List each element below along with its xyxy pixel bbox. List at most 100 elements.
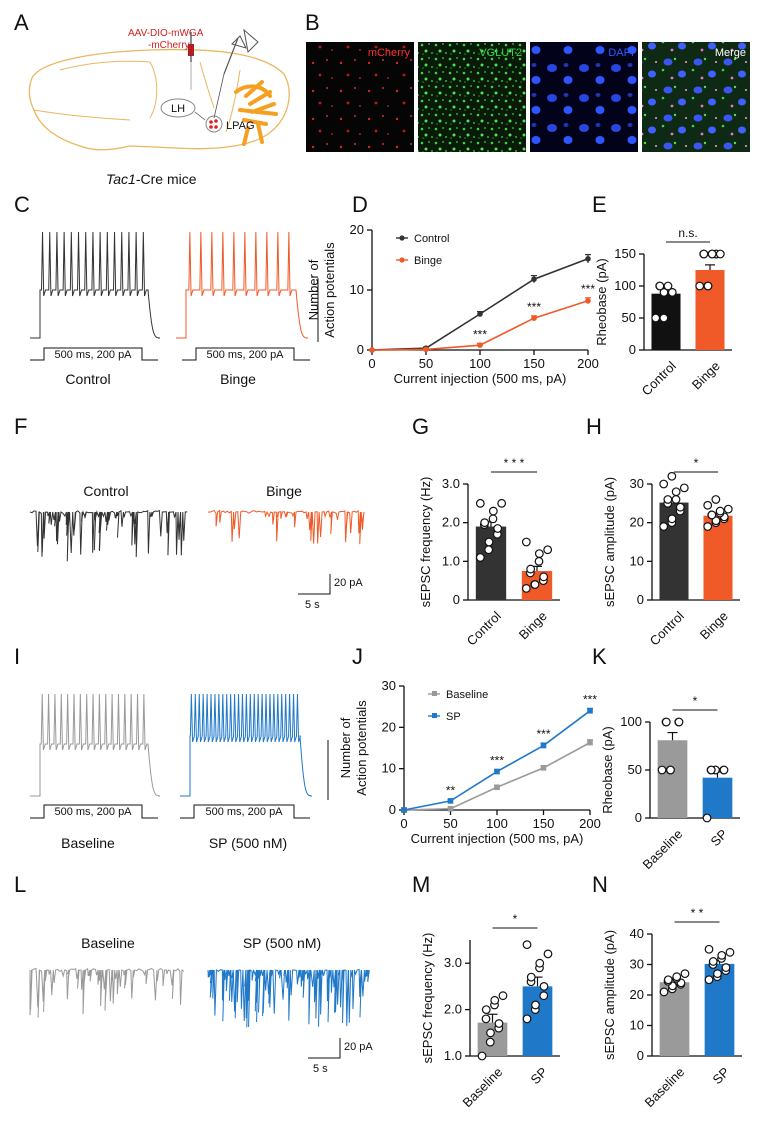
binge-ap-trace (176, 231, 309, 339)
x-tick-label: 150 (533, 816, 555, 831)
data-point (667, 288, 677, 297)
data-point (703, 281, 713, 291)
data-point (477, 1051, 487, 1061)
data-point (530, 580, 540, 589)
condition-control-f: Control (83, 483, 128, 499)
data-point (663, 975, 673, 985)
merge-image (642, 42, 750, 152)
y-axis-label: sEPSC frequency (Hz) (418, 477, 433, 608)
data-point (715, 506, 725, 516)
data-point (706, 765, 716, 775)
data-point (539, 991, 549, 1001)
x-tick-label: 50 (443, 816, 457, 831)
data-point (531, 276, 537, 283)
chart-k: 0 50 100 Rheobase (pA) Baseline SP * (600, 694, 740, 872)
data-point (719, 765, 729, 775)
x-axis-label: Current injection (500 ms, pA) (411, 831, 584, 846)
data-point (475, 498, 485, 508)
significance-mark: *** (583, 692, 597, 706)
panel-label-a: A (14, 10, 29, 35)
data-point (494, 784, 500, 791)
caption-italic: Tac1 (106, 171, 136, 187)
data-point (672, 972, 682, 982)
data-point (526, 972, 536, 982)
x-tick-label: 100 (469, 356, 491, 371)
data-point (447, 798, 454, 804)
y-tick-label: 30 (630, 476, 644, 491)
condition-binge-f: Binge (266, 483, 302, 499)
significance-mark: *** (581, 282, 595, 296)
bar-group-sp (522, 940, 553, 1056)
lh-region (160, 98, 196, 118)
x-tick-label: 200 (577, 356, 599, 371)
data-point (671, 495, 681, 504)
legend-label: Binge (414, 255, 442, 267)
panel-label-c: C (14, 192, 30, 217)
data-point (521, 537, 531, 547)
baseline-sepsc-trace (29, 967, 185, 1018)
condition-control-c: Control (65, 371, 110, 387)
data-point (715, 249, 725, 259)
y-tick-label: 0 (357, 342, 364, 357)
panel-c: 500 ms, 200 pA 500 ms, 200 pA Control Bi… (30, 231, 319, 387)
legend-label: Control (414, 233, 449, 245)
data-point (655, 281, 665, 291)
y-tick-label: 20 (630, 987, 644, 1002)
x-category-label: Control (639, 358, 679, 398)
data-point (539, 572, 549, 582)
data-point (699, 249, 709, 259)
y-tick-label: 0 (453, 592, 460, 607)
panel-label-h: H (586, 414, 602, 439)
panel-label-f: F (14, 414, 27, 439)
data-point (522, 940, 532, 950)
series-sp: SP (401, 707, 593, 813)
scale-x-l: 5 s (313, 1063, 328, 1075)
significance-mark: *** (536, 727, 550, 741)
chart-m: 1.0 2.0 3.0 sEPSC frequency (Hz) Baseline SP * (420, 912, 560, 1110)
data-point (521, 584, 531, 593)
significance-mark: ** (446, 784, 456, 798)
panel-label-d: D (352, 192, 368, 217)
baseline-ap-trace (30, 693, 161, 797)
data-point (695, 281, 705, 291)
dapi-image (530, 42, 638, 152)
condition-sp-l: SP (500 nM) (243, 935, 321, 951)
mcherry-image (306, 42, 414, 152)
panel-label-g: G (412, 414, 429, 439)
x-category-label: Baseline (460, 1064, 506, 1110)
data-point (704, 944, 714, 954)
data-point (522, 1014, 532, 1024)
data-point (477, 342, 483, 349)
x-tick-label: 150 (523, 356, 545, 371)
y-tick-label: 10 (350, 282, 364, 297)
panel-i: 500 ms, 200 pA 500 ms, 200 pA Baseline S… (30, 693, 329, 851)
panel-label-m: M (412, 872, 430, 897)
sp-ap-trace (180, 693, 313, 797)
cerebellum-folia (234, 80, 278, 146)
data-point (477, 311, 483, 317)
x-tick-label: 0 (368, 356, 375, 371)
stim-label-c-right: 500 ms, 200 pA (206, 349, 284, 361)
x-category-label: SP (710, 1064, 733, 1087)
y-tick-label: 150 (614, 246, 636, 261)
significance-mark: *** (473, 327, 487, 341)
y-tick-label: 0 (629, 342, 636, 357)
stim-step-i-left (30, 804, 158, 819)
y-tick-label: 3.0 (444, 955, 462, 970)
scale-y-l: 20 pA (344, 1041, 373, 1053)
data-point (480, 518, 490, 528)
panel-l: Baseline SP (500 nM) 20 pA 5 s (29, 935, 373, 1075)
data-point (679, 483, 689, 493)
y-tick-label: 3.0 (442, 476, 460, 491)
bar-group-baseline (659, 969, 690, 1056)
data-point (540, 765, 547, 771)
y-tick-label: 30 (382, 678, 396, 693)
bar-group-binge (521, 537, 553, 600)
y-tick-label: 50 (622, 310, 636, 325)
significance-mark: * (513, 912, 518, 926)
data-point (707, 249, 717, 259)
data-point (543, 949, 553, 959)
scale-x-f: 5 s (305, 599, 320, 611)
vglut2-title: VGLUT2 (479, 47, 522, 59)
stim-step-i-right (180, 804, 310, 819)
